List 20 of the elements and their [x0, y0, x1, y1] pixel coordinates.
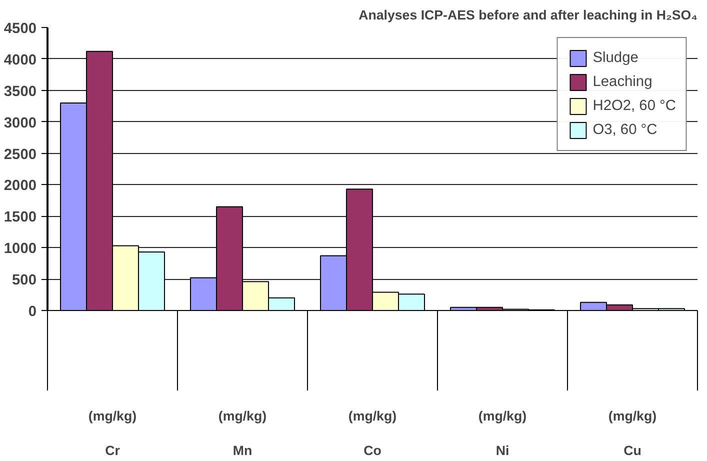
y-tick-label: 1000 — [4, 241, 37, 258]
chart-title: Analyses ICP-AES before and after leaching in H₂SO₄ — [358, 8, 698, 22]
y-tick-label: 0 — [28, 304, 37, 320]
y-tick-label: 1500 — [4, 210, 37, 226]
legend-label: H2O2, 60 °C — [592, 98, 676, 114]
y-tick-label: 4500 — [4, 21, 37, 37]
legend-label: Leaching — [592, 74, 652, 90]
y-tick-label: 4000 — [4, 52, 37, 68]
y-tick-label: 3500 — [4, 84, 37, 100]
y-tick-label: 3000 — [4, 115, 37, 132]
category-label: (mg/kg) Co — [348, 408, 397, 458]
category-label: (mg/kg) Cr — [88, 408, 137, 458]
y-tick-label: 2500 — [4, 146, 37, 163]
category-label: (mg/kg) Cu — [608, 408, 657, 458]
y-tick-label: 2000 — [4, 178, 37, 194]
category-label: (mg/kg) Ni — [478, 408, 527, 458]
y-tick-label: 500 — [12, 272, 37, 289]
legend-label: O3, 60 °C — [592, 122, 658, 138]
category-label: (mg/kg) Mn — [218, 408, 267, 458]
legend-label: Sludge — [592, 50, 638, 66]
